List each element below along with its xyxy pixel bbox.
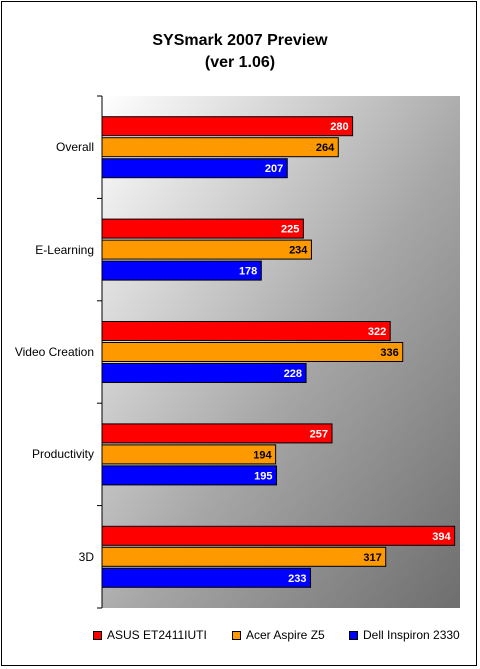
category-label: Overall xyxy=(55,140,94,155)
bar xyxy=(101,525,456,546)
data-label: 257 xyxy=(310,428,328,440)
chart-title: SYSmark 2007 Preview xyxy=(152,32,328,49)
bar xyxy=(101,423,333,444)
data-label: 178 xyxy=(239,266,257,278)
data-label: 234 xyxy=(289,245,308,257)
category-label: Productivity xyxy=(31,447,94,462)
legend-swatch xyxy=(349,630,358,640)
legend-swatch xyxy=(232,630,241,640)
legend-item: Dell Inspiron 2330 xyxy=(349,628,460,642)
bar xyxy=(101,363,307,383)
category-label: Video Creation xyxy=(14,345,94,359)
bar xyxy=(101,137,339,158)
legend: ASUS ET2411IUTI Acer Aspire Z5 Dell Inspir… xyxy=(0,628,480,648)
data-label: 195 xyxy=(254,470,272,482)
data-label: 280 xyxy=(330,121,348,133)
category-label: E-Learning xyxy=(35,242,94,257)
legend-label: Acer Aspire Z5 xyxy=(246,628,325,642)
data-label: 264 xyxy=(316,142,335,154)
bar xyxy=(101,444,277,465)
bar xyxy=(101,465,278,486)
bar xyxy=(101,218,304,239)
bar xyxy=(101,321,391,341)
data-label: 225 xyxy=(281,224,299,236)
legend-swatch xyxy=(93,630,102,640)
bar xyxy=(101,116,354,137)
legend-label: ASUS ET2411IUTI xyxy=(107,628,207,642)
bar xyxy=(101,546,387,567)
legend-item: ASUS ET2411IUTI xyxy=(93,628,207,642)
bar xyxy=(101,567,312,588)
bar xyxy=(101,158,288,179)
data-label: 228 xyxy=(284,368,302,380)
data-label: 322 xyxy=(368,326,386,338)
data-label: 207 xyxy=(265,163,283,175)
legend-item: Acer Aspire Z5 xyxy=(232,628,325,642)
chart-subtitle: (ver 1.06) xyxy=(204,54,276,71)
data-label: 317 xyxy=(363,552,381,564)
bar xyxy=(101,260,262,281)
legend-label: Dell Inspiron 2330 xyxy=(363,628,460,642)
bar xyxy=(101,342,404,362)
category-label: 3D xyxy=(78,549,94,564)
data-label: 194 xyxy=(253,449,272,461)
data-label: 336 xyxy=(380,347,398,359)
data-label: 394 xyxy=(432,531,451,543)
chart-title-block: SYSmark 2007 Preview (ver 1.06) xyxy=(0,30,480,74)
bar xyxy=(101,239,312,260)
data-label: 233 xyxy=(288,573,306,585)
